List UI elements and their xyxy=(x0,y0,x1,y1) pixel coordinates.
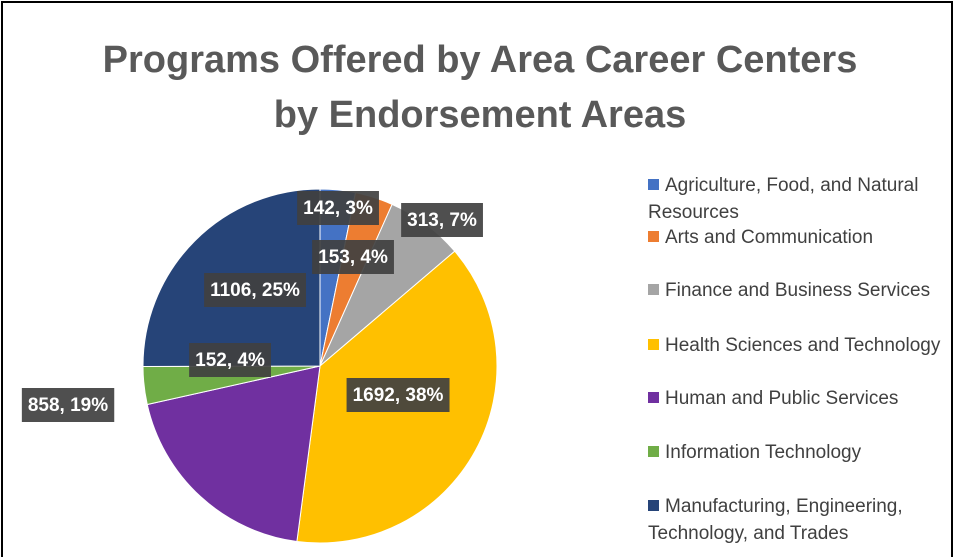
legend-swatch xyxy=(648,392,659,403)
legend-label: Arts and Communication xyxy=(665,227,874,248)
data-label: 153, 4% xyxy=(312,240,394,274)
data-label-text: 142, 3% xyxy=(303,198,373,219)
legend-item: Human and Public Services xyxy=(648,385,948,412)
legend-item: Finance and Business Services xyxy=(648,277,948,304)
legend-label: Agriculture, Food, and Natural Resources xyxy=(648,175,919,223)
data-label-box xyxy=(297,191,379,225)
data-label-text: 858, 19% xyxy=(28,395,108,416)
legend-swatch xyxy=(648,446,659,457)
legend-item: Information Technology xyxy=(648,439,948,466)
legend-item: Agriculture, Food, and Natural Resources xyxy=(648,172,948,226)
pie-slice xyxy=(146,365,321,543)
legend-swatch xyxy=(648,284,659,295)
chart-title: Programs Offered by Area Career Centers b… xyxy=(103,39,858,136)
data-label-box xyxy=(312,240,394,274)
data-label-box xyxy=(21,388,115,422)
legend-swatch xyxy=(648,500,659,511)
legend-item: Arts and Communication xyxy=(648,224,948,251)
data-label: 1106, 25% xyxy=(204,273,307,307)
legend-item: Manufacturing, Engineering, Technology, … xyxy=(648,493,948,547)
legend-label: Manufacturing, Engineering, Technology, … xyxy=(648,496,903,544)
data-label: 858, 19% xyxy=(21,388,115,422)
data-label-box xyxy=(401,203,483,237)
data-label-box xyxy=(346,378,450,412)
legend-swatch xyxy=(648,339,659,350)
data-label: 142, 3% xyxy=(297,191,379,225)
legend-swatch xyxy=(648,231,659,242)
data-label: 152, 4% xyxy=(189,343,271,377)
legend-label: Information Technology xyxy=(665,442,862,463)
data-label-box xyxy=(204,273,307,307)
data-label-text: 153, 4% xyxy=(318,247,388,268)
data-label-text: 1692, 38% xyxy=(353,385,444,406)
legend-item: Health Sciences and Technology xyxy=(648,332,948,359)
data-label-box xyxy=(189,343,271,377)
data-label-text: 1106, 25% xyxy=(210,280,300,301)
data-label: 313, 7% xyxy=(401,203,483,237)
legend-label: Health Sciences and Technology xyxy=(665,335,941,356)
legend-label: Human and Public Services xyxy=(665,388,899,409)
data-label-text: 313, 7% xyxy=(407,210,477,231)
data-label: 1692, 38% xyxy=(346,378,450,412)
legend-swatch xyxy=(648,179,659,190)
legend-label: Finance and Business Services xyxy=(665,280,931,301)
data-label-text: 152, 4% xyxy=(195,350,265,371)
